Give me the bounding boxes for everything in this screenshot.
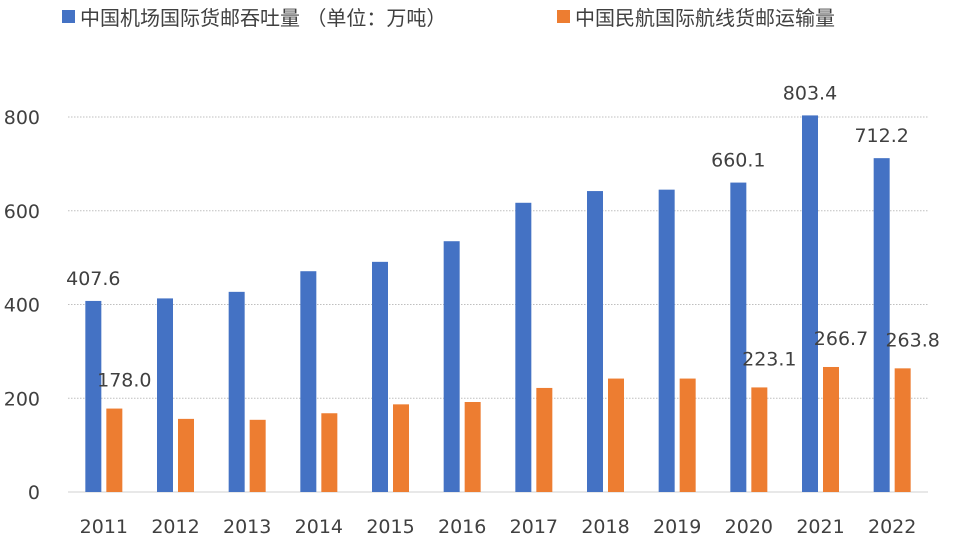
data-label-series-1-2021: 803.4	[783, 82, 837, 104]
bar-series-1-2013	[228, 291, 245, 492]
bar-series-1-2019	[658, 189, 675, 492]
x-tick-label: 2016	[438, 516, 486, 538]
bar-series-1-2015	[372, 261, 388, 492]
x-tick-label: 2011	[80, 516, 128, 538]
x-tick-label: 2018	[581, 516, 629, 538]
x-tick-label: 2015	[366, 516, 414, 538]
x-tick-label: 2017	[510, 516, 558, 538]
bar-series-2-2019	[679, 378, 696, 492]
bar-series-1-2017	[515, 202, 532, 492]
bar-series-1-2014	[300, 271, 317, 492]
x-tick-label: 2022	[868, 516, 916, 538]
bar-series-1-2020	[730, 182, 747, 492]
bar-series-1-2016	[443, 241, 460, 492]
bar-series-2-2021	[823, 366, 839, 492]
legend-swatch-series-1	[62, 10, 75, 23]
data-labels: 407.6 178.0 660.1 223.1 803.4 266.7 712.2 263.8	[66, 82, 940, 391]
y-tick-label: 200	[4, 388, 40, 410]
bar-series-2-2017	[536, 387, 553, 492]
y-tick-label: 400	[4, 295, 40, 317]
bar-series-1-2022	[873, 158, 890, 492]
gridlines	[68, 116, 928, 493]
bar-series-1-2021	[802, 115, 818, 492]
data-label-series-2-2021: 266.7	[814, 328, 868, 350]
bar-series-2-2018	[608, 378, 624, 492]
x-tick-label: 2019	[653, 516, 701, 538]
bar-series-1-2011	[85, 300, 102, 492]
x-tick-label: 2021	[796, 516, 844, 538]
x-tick-label: 2014	[295, 516, 343, 538]
bar-series-2-2020	[751, 387, 768, 492]
y-axis-ticks: 0 200 400 600 800	[4, 107, 40, 504]
y-tick-label: 600	[4, 201, 40, 223]
x-tick-label: 2013	[223, 516, 271, 538]
data-label-series-1-2022: 712.2	[854, 125, 908, 147]
bar-series-2-2014	[321, 413, 338, 492]
data-label-series-1-2011: 407.6	[66, 268, 120, 290]
y-tick-label: 0	[28, 482, 40, 504]
legend-label-series-1: 中国机场国际货邮吞吐量 （单位：万吨）	[80, 6, 446, 30]
y-tick-label: 800	[4, 107, 40, 129]
bar-series-2-2022	[894, 368, 911, 492]
data-label-series-1-2020: 660.1	[711, 150, 765, 172]
bars	[85, 115, 911, 492]
bar-series-2-2013	[249, 419, 266, 492]
bar-series-2-2016	[464, 402, 481, 492]
x-axis-ticks: 2011 2012 2013 2014 2015 2016 2017 2018 2019 2020…	[80, 516, 917, 538]
x-tick-label: 2012	[151, 516, 199, 538]
legend: 中国机场国际货邮吞吐量 （单位：万吨） 中国民航国际航线货邮运输量	[62, 6, 835, 30]
legend-label-series-2: 中国民航国际航线货邮运输量	[575, 6, 835, 30]
bar-series-2-2012	[178, 418, 194, 492]
data-label-series-2-2022: 263.8	[885, 329, 939, 351]
bar-series-1-2018	[587, 191, 603, 492]
data-label-series-2-2020: 223.1	[742, 348, 796, 370]
bar-series-1-2012	[157, 298, 173, 492]
x-tick-label: 2020	[725, 516, 773, 538]
bar-series-2-2011	[106, 408, 123, 492]
data-label-series-2-2011: 178.0	[97, 370, 151, 392]
bar-series-2-2015	[393, 404, 409, 492]
legend-swatch-series-2	[557, 10, 570, 23]
